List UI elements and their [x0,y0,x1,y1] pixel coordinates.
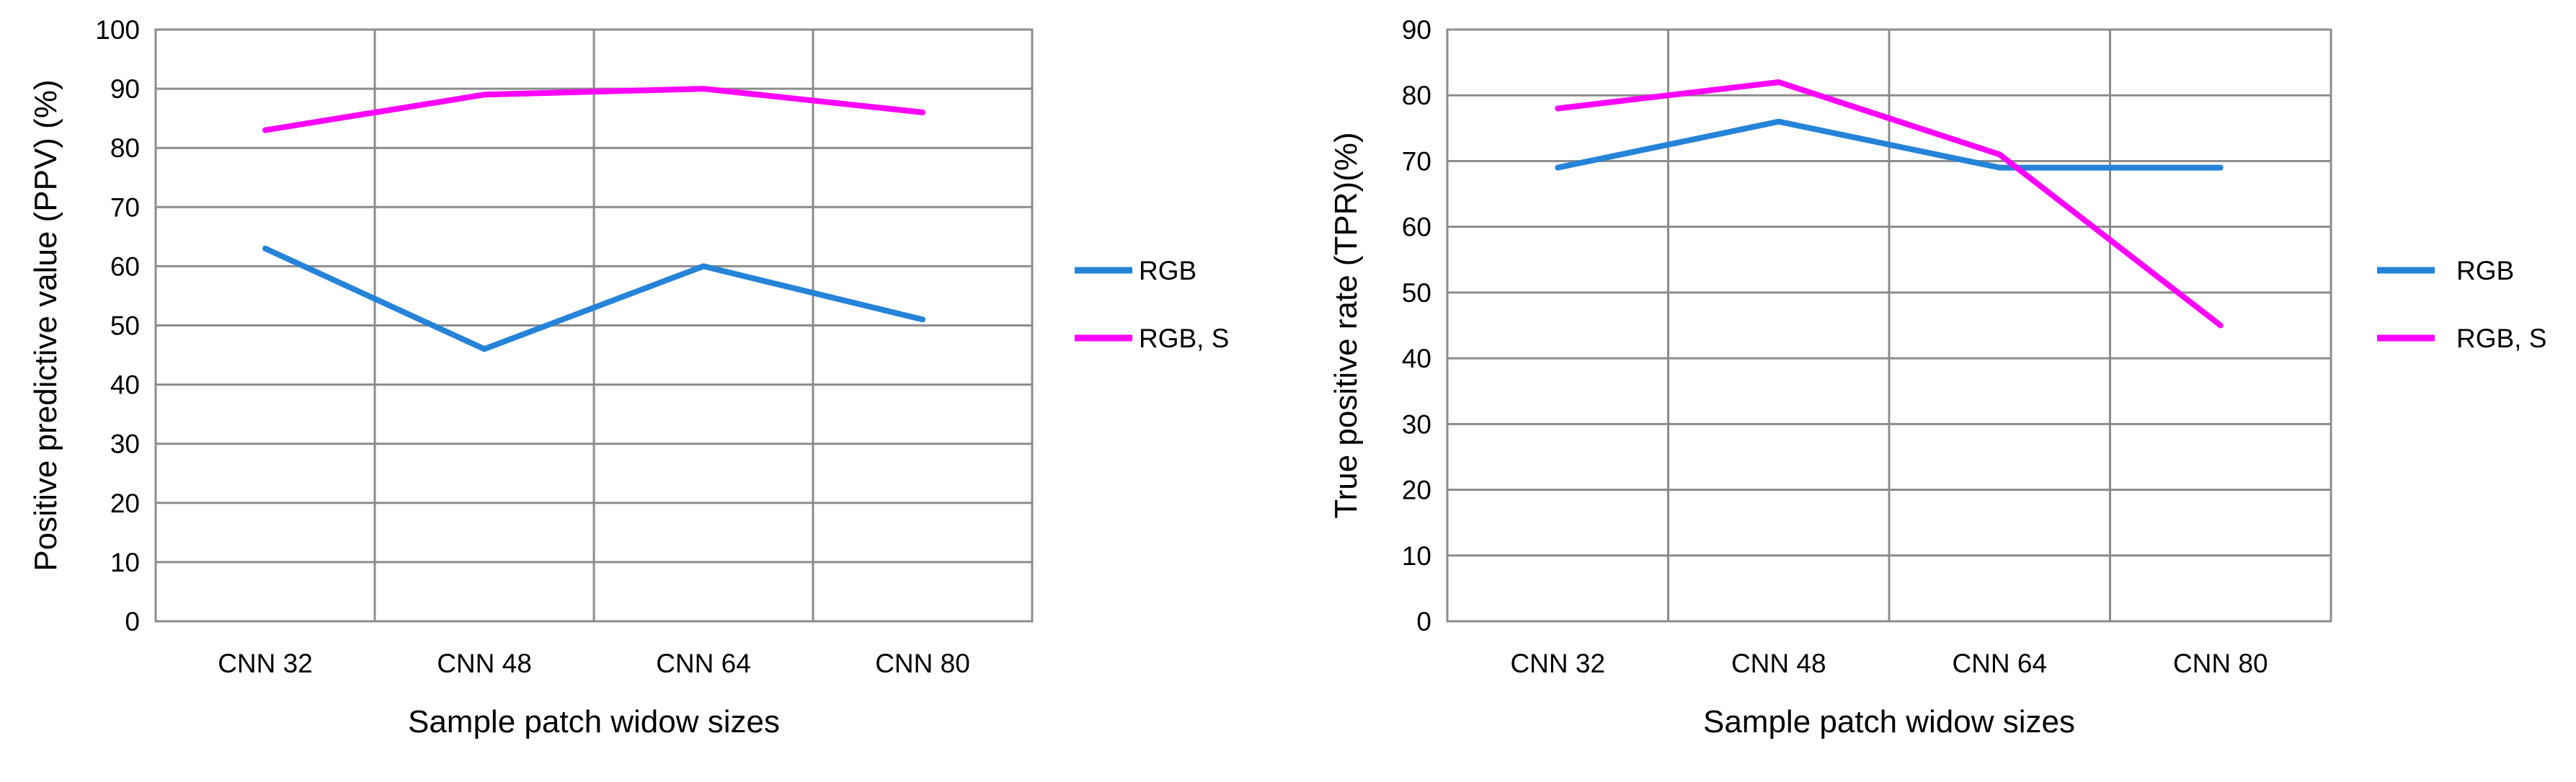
chart-1: 0 10 20 30 40 50 60 70 80 90 100 CNN 32 CNN 48 CNN 64… [28,15,1229,739]
y-tick-label: 30 [1402,409,1431,439]
y-tick-label: 80 [110,133,140,163]
y-tick-label: 20 [1402,476,1431,505]
y-axis-title: True positive rate (TPR)(%) [1328,132,1364,518]
y-axis-title: Positive predictive value (PPV) (%) [28,79,63,571]
y-tick-label: 40 [1402,344,1431,373]
legend-label: RGB, S [1139,324,1229,353]
x-tick-label: CNN 80 [2173,649,2268,678]
y-tick-label: 60 [110,252,140,281]
legend-label: RGB [1139,256,1196,285]
x-tick-label: CNN 48 [437,649,532,678]
chart-2: 0 10 20 30 40 50 60 70 80 90 CNN 32 CNN 48 CNN 64 CNN… [1328,15,2546,739]
y-tick-label: 90 [110,74,140,104]
series-line-rgb [1555,118,2224,171]
y-tick-label: 10 [1402,541,1431,571]
x-tick-label: CNN 48 [1731,649,1826,678]
x-tick-label: CNN 64 [1952,649,2047,678]
y-tick-label: 0 [1416,607,1431,636]
y-tick-label: 0 [125,607,140,636]
series-line-rgb-s [1555,79,2224,329]
x-tick-label: CNN 80 [875,649,970,678]
x-axis-title: Sample patch widow sizes [1703,704,2075,739]
y-tick-label: 40 [110,370,140,400]
y-tick-label: 10 [110,548,140,577]
x-tick-label: CNN 32 [218,649,313,678]
y-tick-label: 50 [1402,278,1431,308]
series-line-rgb-s [262,86,925,133]
y-tick-label: 20 [110,489,140,518]
y-tick-label: 50 [110,311,140,341]
x-axis-title: Sample patch widow sizes [408,704,780,739]
x-tick-label: CNN 32 [1510,649,1605,678]
y-tick-label: 80 [1402,81,1431,110]
y-tick-label: 30 [110,430,140,459]
y-tick-label: 100 [95,15,140,45]
y-tick-label: 60 [1402,213,1431,242]
plot-frame [1446,28,2332,623]
legend-label: RGB [2456,256,2514,285]
y-tick-label: 90 [1402,15,1431,45]
y-tick-label: 70 [1402,146,1431,176]
legend-label: RGB, S [2456,324,2546,353]
x-tick-label: CNN 64 [656,649,751,678]
plot-frame [154,28,1034,623]
y-tick-label: 70 [110,192,140,222]
series-line-rgb [262,245,925,352]
